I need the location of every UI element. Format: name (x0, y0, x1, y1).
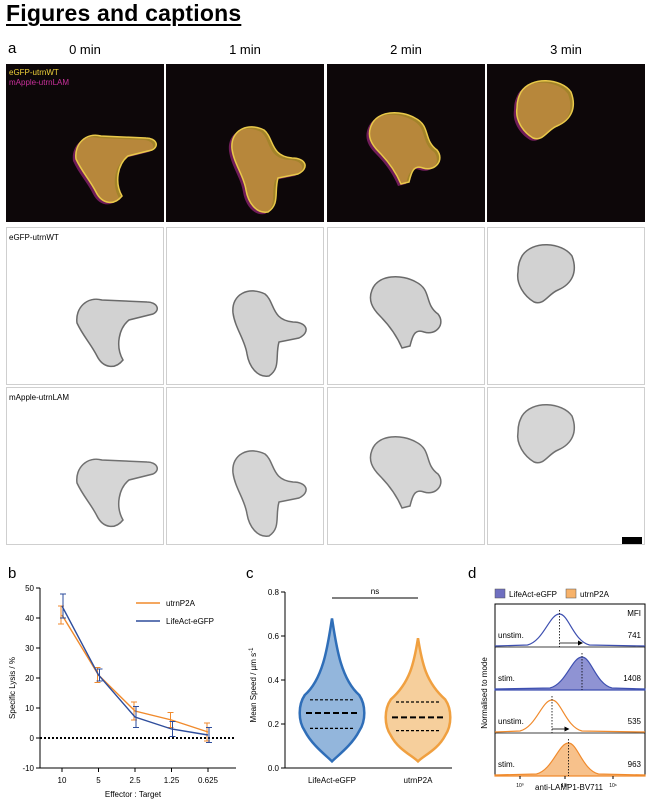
flow-xtick-label: 10⁶ (609, 783, 617, 789)
lysis-ytick-label: 10 (25, 704, 34, 713)
speed-ytick-label: 0.0 (268, 764, 280, 773)
flow-histogram-filled (494, 656, 646, 691)
violin-utrnP2A (384, 638, 452, 764)
speed-chart: Mean Speed / µm s-1 0.0 0.2 0.4 0.6 0.8 LifeA… (249, 587, 452, 785)
flow-xtick-label: 10⁰ (516, 783, 524, 789)
lysis-xtick-label: 5 (96, 776, 101, 785)
flow-ylabel: Normalised to mode (480, 657, 489, 729)
flow-mfi-value: 963 (628, 760, 642, 769)
cell-shape (76, 458, 158, 528)
significance-label: ns (371, 587, 379, 596)
flow-histogram-outline (494, 699, 646, 733)
cell-shape (516, 244, 576, 304)
cell-yellow (75, 134, 157, 204)
red-channel-frame-2 (327, 387, 485, 545)
time-label-1: 1 min (229, 42, 261, 57)
cell-yellow (515, 80, 575, 140)
cell-shape (369, 436, 442, 509)
lysis-ytick-label: 0 (30, 734, 35, 743)
flow-row-label: stim. (498, 760, 515, 769)
green-row-label: eGFP-utrnWT (9, 233, 59, 242)
flow-row-label: unstim. (498, 717, 524, 726)
flow-legend-swatch (565, 588, 577, 599)
flow-row-label: stim. (498, 674, 515, 683)
panel-c-label: c (246, 565, 254, 582)
merge-label-red: mApple-utrnLAM (9, 78, 70, 87)
merge-frame-0 (6, 64, 164, 222)
speed-ylabel: Mean Speed / µm s-1 (249, 647, 258, 723)
lysis-ytick-label: 30 (25, 644, 34, 653)
lysis-line-LifeAct-eGFP (61, 605, 209, 736)
flow-shift-arrowhead (564, 726, 570, 732)
flow-mfi-value: 741 (628, 631, 642, 640)
violin-LifeAct-eGFP (298, 618, 366, 764)
speed-ytick-label: 0.8 (268, 588, 280, 597)
panel-d-label: d (468, 565, 477, 582)
flow-mfi-value: 535 (628, 717, 642, 726)
time-label-2: 2 min (390, 42, 422, 57)
lysis-ytick-label: 50 (25, 584, 34, 593)
cell-shape (516, 404, 576, 464)
flow-row-label: unstim. (498, 631, 524, 640)
flow-xlabel: anti-LAMP1-BV711 (535, 783, 603, 792)
cell-yellow (231, 126, 306, 213)
red-channel-frame-3 (487, 387, 645, 545)
time-label-0: 0 min (69, 42, 101, 57)
cell-yellow (368, 112, 441, 185)
lysis-xtick-label: 0.625 (198, 776, 219, 785)
speed-xtick-label: utrnP2A (404, 776, 434, 785)
flow-histogram-outline (494, 613, 646, 647)
lysis-legend-label: utrnP2A (166, 599, 196, 608)
green-channel-frame-2 (327, 227, 485, 385)
scale-bar (622, 537, 642, 544)
cell-shape (232, 450, 307, 537)
lysis-xtick-label: 2.5 (129, 776, 141, 785)
green-channel-frame-1 (166, 227, 324, 385)
flow-histogram: Normalised to mode anti-LAMP1-BV711 Life… (480, 588, 646, 792)
cell-shape (369, 276, 442, 349)
red-channel-frame-1 (166, 387, 324, 545)
lysis-ytick-label: -10 (22, 764, 34, 773)
speed-ytick-label: 0.4 (268, 676, 280, 685)
green-channel-frame-3 (487, 227, 645, 385)
cell-shape (232, 290, 307, 377)
page-heading: Figures and captions (6, 0, 242, 26)
panel-a-label: a (8, 40, 17, 57)
lysis-xtick-label: 10 (58, 776, 67, 785)
cell-shape (76, 298, 158, 368)
red-row-label: mApple-utrnLAM (9, 393, 70, 402)
panel-b-label: b (8, 565, 17, 582)
red-channel-frame-0 (6, 387, 164, 545)
speed-ytick-label: 0.6 (268, 632, 280, 641)
flow-xtick-label: 10⁵ (561, 783, 569, 789)
lysis-xlabel: Effector : Target (105, 790, 162, 799)
flow-legend-label: utrnP2A (580, 590, 610, 599)
flow-mfi-value: 1408 (623, 674, 641, 683)
lysis-xtick-label: 1.25 (164, 776, 180, 785)
speed-ytick-label: 0.2 (268, 720, 280, 729)
lysis-chart: Specific Lysis / % Effector : Target -10… (8, 584, 236, 799)
lysis-ytick-label: 20 (25, 674, 34, 683)
merge-frame-2 (327, 64, 485, 222)
flow-shift-arrowhead (578, 640, 583, 646)
merge-label-green: eGFP-utrnWT (9, 68, 59, 77)
green-channel-frame-0 (6, 227, 164, 385)
flow-mfi-header: MFI (627, 609, 641, 618)
time-label-3: 3 min (550, 42, 582, 57)
flow-histogram-filled (494, 742, 646, 777)
lysis-legend-label: LifeAct-eGFP (166, 617, 214, 626)
speed-xtick-label: LifeAct-eGFP (308, 776, 356, 785)
flow-legend-swatch (494, 588, 506, 599)
flow-legend-label: LifeAct-eGFP (509, 590, 557, 599)
lysis-line-utrnP2A (61, 614, 209, 733)
merge-frame-1 (166, 64, 324, 222)
lysis-ylabel: Specific Lysis / % (8, 657, 17, 719)
lysis-ytick-label: 40 (25, 614, 34, 623)
merge-frame-3 (487, 64, 645, 222)
